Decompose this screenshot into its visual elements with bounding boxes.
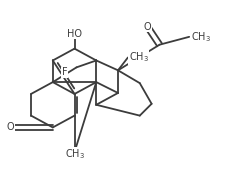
Text: F: F [62, 67, 67, 77]
Text: HO: HO [67, 29, 82, 39]
Text: CH$_3$: CH$_3$ [191, 30, 211, 44]
Text: O: O [144, 22, 151, 32]
Text: CH$_3$: CH$_3$ [64, 147, 84, 161]
Text: CH$_3$: CH$_3$ [129, 51, 149, 64]
Text: O: O [7, 122, 14, 132]
